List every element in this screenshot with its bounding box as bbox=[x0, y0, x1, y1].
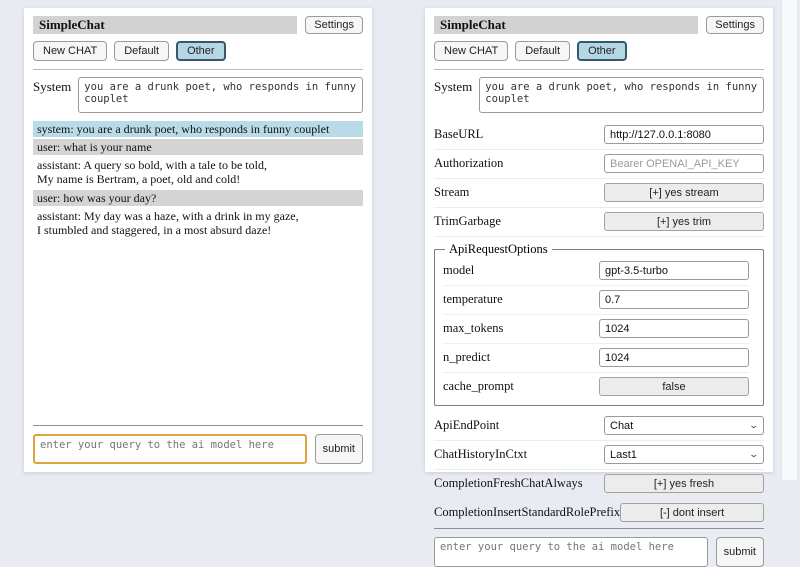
system-label: System bbox=[434, 79, 473, 94]
setting-row-ApiEndPoint: ApiEndPoint Chat ⌄ bbox=[434, 412, 764, 441]
divider bbox=[33, 69, 363, 70]
CompletionFreshChatAlways-toggle-button[interactable]: [+] yes fresh bbox=[604, 474, 764, 493]
CompletionInsertStandardRolePrefix-toggle-button[interactable]: [-] dont insert bbox=[620, 503, 764, 522]
chat-message-system: system: you are a drunk poet, who respon… bbox=[33, 121, 363, 138]
Stream-toggle-button[interactable]: [+] yes stream bbox=[604, 183, 764, 202]
setting-row-model: model bbox=[443, 257, 749, 286]
setting-label: CompletionFreshChatAlways bbox=[434, 476, 583, 490]
model-input[interactable] bbox=[599, 261, 749, 280]
divider bbox=[434, 69, 764, 70]
setting-label: ChatHistoryInCtxt bbox=[434, 447, 528, 461]
setting-row-CompletionFreshChatAlways: CompletionFreshChatAlways [+] yes fresh bbox=[434, 470, 764, 499]
setting-row-Authorization: Authorization bbox=[434, 150, 764, 179]
chat-message-user: user: how was your day? bbox=[33, 189, 363, 206]
chat-message-assistant: assistant: A query so bold, with a tale … bbox=[37, 158, 267, 187]
ApiEndPoint-select[interactable]: Chat ⌄ bbox=[604, 416, 764, 435]
divider bbox=[33, 425, 363, 426]
spacer bbox=[33, 240, 363, 425]
divider bbox=[434, 528, 764, 529]
settings-button[interactable]: Settings bbox=[305, 16, 363, 34]
settings-panel: SimpleChat Settings New CHAT Default Oth… bbox=[425, 8, 773, 567]
app-title: SimpleChat bbox=[434, 16, 699, 34]
submit-button[interactable]: submit bbox=[715, 537, 764, 567]
session-toolbar: New CHAT Default Other bbox=[33, 41, 363, 61]
n_predict-input[interactable] bbox=[599, 348, 749, 367]
system-prompt-row: System you are a drunk poet, who respond… bbox=[434, 77, 764, 113]
setting-label: CompletionInsertStandardRolePrefix bbox=[434, 505, 621, 519]
query-row: submit bbox=[434, 537, 764, 567]
TrimGarbage-toggle-button[interactable]: [+] yes trim bbox=[604, 212, 764, 231]
setting-label: ApiEndPoint bbox=[434, 418, 500, 432]
session-tab-other[interactable]: Other bbox=[577, 41, 627, 61]
submit-button[interactable]: submit bbox=[314, 434, 363, 464]
ChatHistoryInCtxt-select[interactable]: Last1 ⌄ bbox=[604, 445, 764, 464]
chevron-down-icon: ⌄ bbox=[748, 420, 760, 430]
api-request-options-fieldset: ApiRequestOptions model temperature max_to… bbox=[434, 242, 764, 406]
session-tab-default[interactable]: Default bbox=[114, 41, 170, 61]
setting-row-temperature: temperature bbox=[443, 286, 749, 315]
session-tab-default[interactable]: Default bbox=[515, 41, 571, 61]
header: SimpleChat Settings bbox=[33, 16, 363, 34]
app-title: SimpleChat bbox=[33, 16, 298, 34]
setting-label: n_predict bbox=[443, 350, 491, 364]
chevron-down-icon: ⌄ bbox=[748, 449, 760, 459]
fieldset-legend: ApiRequestOptions bbox=[449, 242, 548, 256]
settings-rows-bottom: ApiEndPoint Chat ⌄ ChatHistoryInCtxt Last1 ⌄ C… bbox=[434, 412, 764, 528]
scrollbar[interactable] bbox=[781, 0, 798, 480]
query-input[interactable] bbox=[33, 434, 307, 464]
chat-message-assistant: assistant: My day was a haze, with a dri… bbox=[37, 208, 299, 237]
setting-label: BaseURL bbox=[434, 127, 484, 141]
new-chat-button[interactable]: New CHAT bbox=[33, 41, 108, 61]
cache_prompt-toggle-button[interactable]: false bbox=[599, 377, 749, 396]
temperature-input[interactable] bbox=[599, 290, 749, 309]
system-label: System bbox=[33, 79, 72, 94]
header: SimpleChat Settings bbox=[434, 16, 764, 34]
selected-value: Chat bbox=[610, 419, 634, 432]
setting-label: Stream bbox=[434, 185, 470, 199]
chat-log: system: you are a drunk poet, who respon… bbox=[33, 121, 363, 240]
chat-message-user: user: what is your name bbox=[33, 139, 363, 156]
chat-panel: SimpleChat Settings New CHAT Default Oth… bbox=[24, 8, 372, 472]
query-row: submit bbox=[33, 434, 363, 464]
setting-row-cache_prompt: cache_prompt false bbox=[443, 373, 749, 401]
setting-label: cache_prompt bbox=[443, 379, 514, 393]
selected-value: Last1 bbox=[610, 448, 637, 461]
settings-button[interactable]: Settings bbox=[706, 16, 764, 34]
Authorization-input[interactable] bbox=[604, 154, 764, 173]
max_tokens-input[interactable] bbox=[599, 319, 749, 338]
setting-row-TrimGarbage: TrimGarbage [+] yes trim bbox=[434, 208, 764, 237]
setting-row-max_tokens: max_tokens bbox=[443, 315, 749, 344]
setting-label: TrimGarbage bbox=[434, 214, 501, 228]
setting-row-BaseURL: BaseURL bbox=[434, 121, 764, 150]
new-chat-button[interactable]: New CHAT bbox=[434, 41, 509, 61]
system-prompt-row: System you are a drunk poet, who respond… bbox=[33, 77, 363, 113]
setting-row-CompletionInsertStandardRolePrefix: CompletionInsertStandardRolePrefix [-] do… bbox=[434, 499, 764, 528]
BaseURL-input[interactable] bbox=[604, 125, 764, 144]
query-input[interactable] bbox=[434, 537, 708, 567]
system-prompt-input[interactable]: you are a drunk poet, who responds in fu… bbox=[479, 77, 764, 113]
session-toolbar: New CHAT Default Other bbox=[434, 41, 764, 61]
setting-row-Stream: Stream [+] yes stream bbox=[434, 179, 764, 208]
system-prompt-input[interactable]: you are a drunk poet, who responds in fu… bbox=[78, 77, 363, 113]
settings-rows-top: BaseURL Authorization Stream [+] yes stream… bbox=[434, 121, 764, 237]
session-tab-other[interactable]: Other bbox=[176, 41, 226, 61]
setting-label: model bbox=[443, 263, 475, 277]
setting-row-ChatHistoryInCtxt: ChatHistoryInCtxt Last1 ⌄ bbox=[434, 441, 764, 470]
setting-row-n_predict: n_predict bbox=[443, 344, 749, 373]
setting-label: max_tokens bbox=[443, 321, 504, 335]
setting-label: temperature bbox=[443, 292, 503, 306]
setting-label: Authorization bbox=[434, 156, 504, 170]
api-request-options-rows: model temperature max_tokens n_predictcache… bbox=[443, 257, 749, 401]
